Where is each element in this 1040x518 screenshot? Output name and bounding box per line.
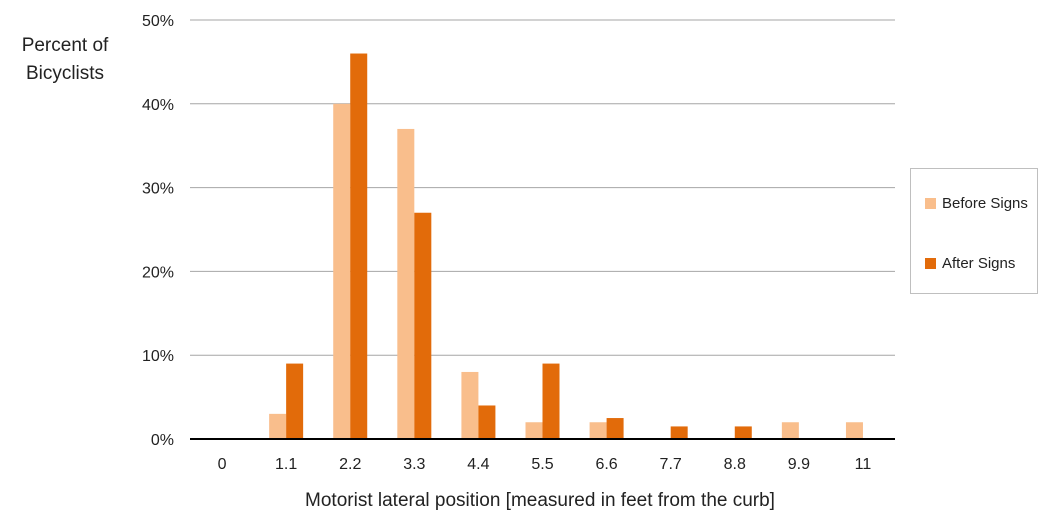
y-axis-label-line-2: Bicyclists bbox=[25, 63, 105, 84]
x-tick-label: 8.8 bbox=[724, 456, 746, 473]
x-tick-label: 4.4 bbox=[467, 456, 489, 473]
legend-item-before: Before Signs bbox=[925, 195, 1028, 212]
x-tick-label: 1.1 bbox=[275, 456, 297, 473]
x-tick-label: 0 bbox=[218, 456, 227, 473]
bar-before bbox=[781, 422, 799, 439]
x-tick-label: 2.2 bbox=[339, 456, 361, 473]
bar-before bbox=[333, 103, 351, 440]
x-axis-label: Motorist lateral position [measured in f… bbox=[305, 490, 775, 511]
bar-before bbox=[525, 422, 543, 439]
x-tick-label: 7.7 bbox=[660, 456, 682, 473]
bar-after bbox=[414, 212, 432, 439]
x-tick-label: 11 bbox=[855, 456, 872, 473]
legend-swatch-after bbox=[925, 258, 936, 269]
bar-after bbox=[478, 405, 496, 439]
bar-before bbox=[845, 422, 863, 439]
x-tick-label: 3.3 bbox=[403, 456, 425, 473]
x-tick-label: 9.9 bbox=[788, 456, 810, 473]
legend-item-after: After Signs bbox=[925, 255, 1015, 272]
y-tick-label: 30% bbox=[142, 181, 174, 198]
bar-after bbox=[350, 53, 368, 440]
bar-after bbox=[734, 426, 752, 439]
y-axis-label: Percent of Bicyclists bbox=[10, 32, 120, 88]
legend-label-after: After Signs bbox=[942, 255, 1016, 272]
y-tick-label: 50% bbox=[142, 13, 174, 30]
bar-after bbox=[606, 418, 624, 439]
y-tick-label: 10% bbox=[142, 348, 174, 365]
x-tick-label: 5.5 bbox=[531, 456, 553, 473]
legend: Before Signs After Signs bbox=[910, 168, 1038, 294]
bar-before bbox=[397, 128, 415, 439]
legend-swatch-before bbox=[925, 198, 936, 209]
y-tick-label: 0% bbox=[151, 432, 174, 449]
x-tick-label: 6.6 bbox=[595, 456, 617, 473]
bar-after bbox=[670, 426, 688, 439]
y-axis-label-line-1: Percent of bbox=[21, 35, 109, 56]
bar-before bbox=[589, 422, 607, 439]
bar-before bbox=[269, 413, 287, 439]
bar-after bbox=[542, 363, 560, 439]
y-tick-label: 20% bbox=[142, 264, 174, 281]
bar-after bbox=[286, 363, 304, 439]
bar-before bbox=[461, 371, 479, 439]
legend-label-before: Before Signs bbox=[942, 195, 1028, 212]
y-tick-label: 40% bbox=[142, 97, 174, 114]
